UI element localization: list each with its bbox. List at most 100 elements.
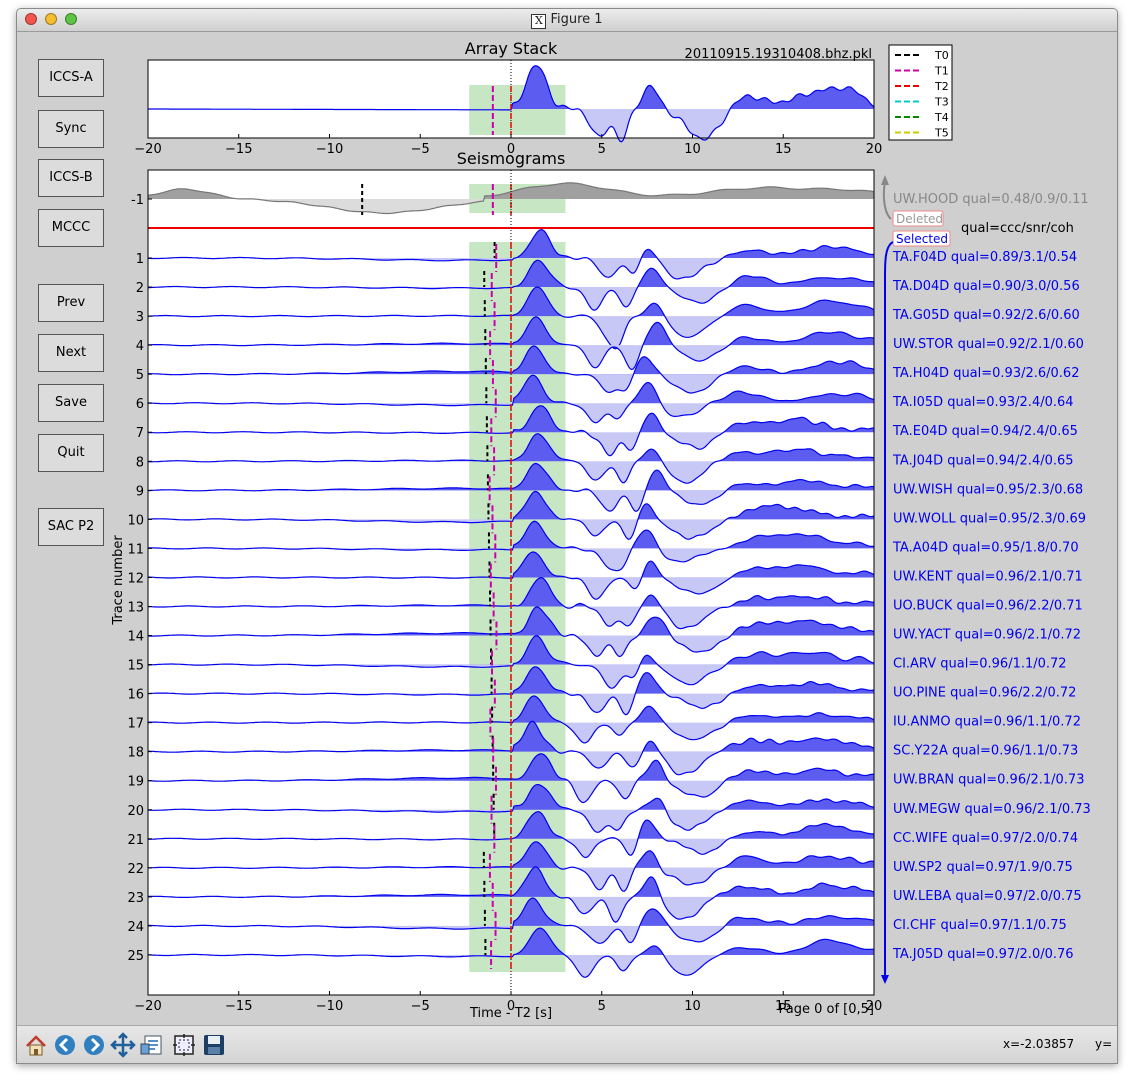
seismograms-tick-label: 10: [684, 999, 701, 1014]
trace-24-number: 24: [127, 920, 144, 935]
trace-10-station-label[interactable]: UW.WOLL qual=0.95/2.3/0.69: [893, 511, 1086, 526]
trace-11-negative-fill: [148, 548, 874, 571]
quit-button[interactable]: Quit: [38, 434, 104, 472]
trace-5-station-label[interactable]: TA.H04D qual=0.93/2.6/0.62: [892, 366, 1079, 381]
iccs-a-button[interactable]: ICCS-A: [38, 59, 104, 97]
trace-18-number: 18: [127, 746, 144, 761]
seismograms-tick-label: −10: [316, 999, 343, 1014]
deleted-station-label[interactable]: UW.HOOD qual=0.48/0.9/0.11: [893, 192, 1089, 207]
trace-13-negative-fill: [148, 606, 874, 629]
trace-1-negative-fill: [148, 258, 874, 279]
zoom-rect-icon[interactable]: [171, 1032, 197, 1058]
trace-18-station-label[interactable]: SC.Y22A qual=0.96/1.1/0.73: [893, 744, 1078, 759]
legend-label-t3: T3: [934, 96, 949, 109]
trace-7-positive-fill: [148, 405, 874, 433]
minimize-button[interactable]: [45, 13, 57, 25]
close-button[interactable]: [25, 13, 37, 25]
trace-17-station-label[interactable]: IU.ANMO qual=0.96/1.1/0.72: [893, 715, 1081, 730]
zoom-button[interactable]: [65, 13, 77, 25]
stack-tick-label: 0: [507, 142, 515, 157]
save-button[interactable]: Save: [38, 384, 104, 422]
trace-15-station-label[interactable]: CI.ARV qual=0.96/1.1/0.72: [893, 657, 1067, 672]
trace-9-station-label[interactable]: UW.WISH qual=0.95/2.3/0.68: [893, 482, 1083, 497]
trace-9-number: 9: [136, 484, 144, 499]
trace-14-station-label[interactable]: UW.YACT qual=0.96/2.1/0.72: [893, 628, 1081, 643]
seis-ylabel: Trace number: [111, 535, 126, 626]
trace-1-line: [148, 228, 875, 280]
trace-9-positive-fill: [148, 463, 874, 491]
legend-box: [888, 44, 953, 141]
home-icon[interactable]: [23, 1032, 49, 1058]
trace-11-positive-fill: [148, 521, 874, 549]
trace-11-station-label[interactable]: TA.A04D qual=0.95/1.8/0.70: [892, 540, 1079, 555]
trace-22-station-label[interactable]: UW.SP2 qual=0.97/1.9/0.75: [893, 860, 1073, 875]
trace-13-station-label[interactable]: UO.BUCK qual=0.96/2.2/0.71: [893, 598, 1083, 613]
subplots-icon[interactable]: [139, 1032, 165, 1058]
trace-24-negative-fill: [148, 925, 874, 944]
prev-button[interactable]: Prev: [38, 284, 104, 322]
trace-20-positive-fill: [148, 784, 874, 810]
trace-10-positive-fill: [148, 491, 874, 520]
seismograms-tick-label: 15: [775, 999, 792, 1014]
seismograms-tick-label: 5: [598, 999, 606, 1014]
trace-10-number: 10: [127, 513, 144, 528]
trace-4-positive-fill: [148, 316, 874, 346]
trace-16-station-label[interactable]: UO.PINE qual=0.96/2.2/0.72: [893, 686, 1076, 701]
trace-23-station-label[interactable]: UW.LEBA qual=0.97/2.0/0.75: [893, 889, 1082, 904]
seismograms-tick-label: −15: [225, 999, 252, 1014]
trace-4-station-label[interactable]: UW.STOR qual=0.92/2.1/0.60: [893, 337, 1084, 352]
trace-6-station-label[interactable]: TA.I05D qual=0.93/2.4/0.64: [892, 395, 1074, 410]
figure-canvas[interactable]: −20 −15 −10 −5 0 5 10 15 20 Array Stack 20110915.1…: [17, 32, 1117, 1024]
trace-19-station-label[interactable]: UW.BRAN qual=0.96/2.1/0.73: [893, 773, 1084, 788]
deleted-arrow-shaft: [882, 181, 892, 220]
trace-22-number: 22: [127, 862, 144, 877]
trace-6-negative-fill: [148, 403, 874, 423]
trace-7-negative-fill: [148, 432, 874, 456]
trace-21-positive-fill: [148, 811, 874, 839]
qual-header: qual=ccc/snr/coh: [961, 221, 1074, 236]
legend-label-t2: T2: [934, 80, 949, 93]
trace-5-negative-fill: [148, 374, 874, 393]
stack-trace-positive-fill: [148, 65, 874, 109]
iccs-b-button[interactable]: ICCS-B: [38, 159, 104, 197]
trace-14-positive-fill: [148, 606, 874, 636]
selected-time-window: [469, 242, 566, 972]
trace-20-station-label[interactable]: UW.MEGW qual=0.96/2.1/0.73: [893, 802, 1091, 817]
trace-7-number: 7: [136, 426, 144, 441]
trace-1-station-label[interactable]: TA.F04D qual=0.89/3.1/0.54: [892, 250, 1077, 265]
trace-1-number: 1: [136, 252, 144, 267]
x11-icon: X: [531, 14, 547, 29]
trace-2-positive-fill: [148, 260, 874, 288]
trace-22-negative-fill: [148, 867, 874, 892]
stack-filename: 20110915.19310408.bhz.pkl: [685, 47, 872, 62]
trace-12-positive-fill: [148, 552, 874, 578]
sync-button[interactable]: Sync: [38, 110, 104, 148]
trace-5-positive-fill: [148, 346, 874, 375]
navigation-toolbar: x=-2.03857 y=: [17, 1025, 1117, 1063]
next-button[interactable]: Next: [38, 334, 104, 372]
sac-p2-button[interactable]: SAC P2: [38, 508, 104, 546]
trace-12-station-label[interactable]: UW.KENT qual=0.96/2.1/0.71: [893, 569, 1083, 584]
forward-icon[interactable]: [81, 1032, 107, 1058]
trace-18-positive-fill: [148, 721, 874, 752]
stack-tick-label: −5: [411, 142, 430, 157]
mccc-button[interactable]: MCCC: [38, 209, 104, 247]
seismograms-tick-label: −20: [134, 999, 161, 1014]
trace-2-number: 2: [136, 281, 144, 296]
trace-8-station-label[interactable]: TA.J04D qual=0.94/2.4/0.65: [892, 453, 1074, 468]
save-icon[interactable]: [201, 1032, 227, 1058]
back-icon[interactable]: [52, 1032, 78, 1058]
trace-13-number: 13: [127, 600, 144, 615]
trace-24-station-label[interactable]: CI.CHF qual=0.97/1.1/0.75: [893, 918, 1067, 933]
trace-21-station-label[interactable]: CC.WIFE qual=0.97/2.0/0.74: [893, 831, 1078, 846]
trace-7-station-label[interactable]: TA.E04D qual=0.94/2.4/0.65: [892, 424, 1078, 439]
trace-3-station-label[interactable]: TA.G05D qual=0.92/2.6/0.60: [892, 308, 1080, 323]
stack-tick-label: 10: [684, 142, 701, 157]
trace-15-positive-fill: [148, 635, 874, 665]
trace-25-station-label[interactable]: TA.J05D qual=0.97/2.0/0.76: [892, 947, 1074, 962]
pan-icon[interactable]: [110, 1032, 136, 1058]
trace-4-negative-fill: [148, 345, 874, 370]
trace-4-number: 4: [136, 339, 144, 354]
trace-2-station-label[interactable]: TA.D04D qual=0.90/3.0/0.56: [892, 279, 1080, 294]
